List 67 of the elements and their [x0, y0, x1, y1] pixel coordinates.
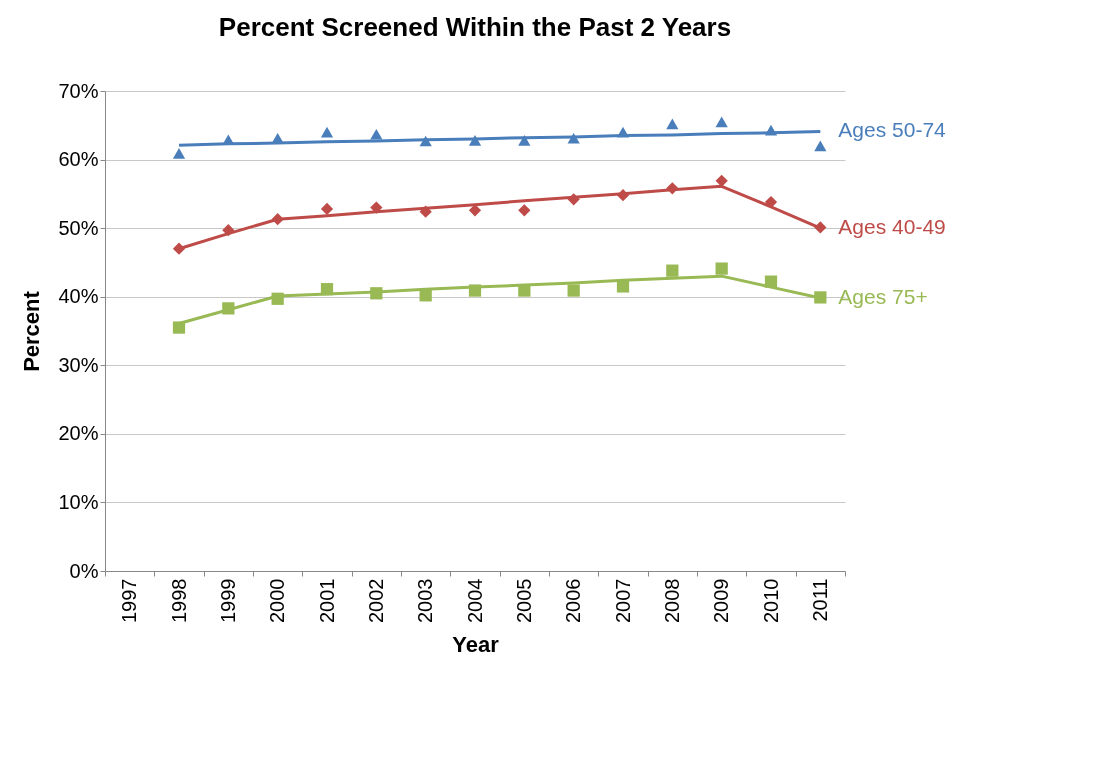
- point: [320, 126, 334, 138]
- point: [616, 280, 630, 293]
- point: [271, 213, 284, 226]
- point: [616, 126, 630, 138]
- x-tick-label: 2004: [463, 578, 486, 623]
- point: [567, 133, 580, 144]
- x-tick-label: 2007: [611, 578, 634, 623]
- y-tick-label: 70%: [58, 79, 99, 102]
- y-tick-label: 0%: [69, 559, 99, 582]
- x-tick-label: 2001: [315, 578, 338, 623]
- y-axis-title: Percent: [19, 290, 45, 372]
- y-tick-label: 50%: [58, 216, 99, 239]
- point: [814, 140, 827, 152]
- x-tick-label: 1998: [167, 578, 190, 623]
- point: [616, 189, 630, 202]
- point: [715, 116, 728, 128]
- point: [666, 182, 679, 195]
- x-tick-label: 2005: [512, 578, 535, 623]
- point: [419, 135, 432, 147]
- point: [370, 287, 383, 300]
- point: [419, 289, 432, 302]
- y-tick-label: 30%: [58, 353, 99, 376]
- point: [715, 174, 728, 187]
- x-tick-label: 2006: [562, 578, 585, 623]
- point: [814, 291, 827, 304]
- series-label: Ages 75+: [838, 285, 928, 309]
- point: [271, 292, 284, 305]
- point: [222, 224, 235, 237]
- point: [567, 284, 580, 297]
- point: [715, 262, 728, 275]
- point: [666, 264, 679, 277]
- x-tick-label: 2000: [266, 578, 289, 623]
- x-tick-label: 2009: [710, 578, 733, 623]
- point: [468, 204, 482, 217]
- point: [419, 205, 432, 218]
- point: [468, 135, 482, 146]
- point: [222, 302, 235, 315]
- x-tick-label: 2011: [808, 578, 831, 622]
- y-tick-label: 10%: [58, 490, 99, 513]
- x-tick-label: 2002: [364, 578, 387, 623]
- y-tick-label: 40%: [58, 285, 99, 308]
- x-tick-label: 2010: [759, 578, 782, 623]
- x-tick-label: 1999: [216, 578, 239, 623]
- x-tick-label: 1997: [118, 578, 141, 623]
- point: [172, 321, 186, 334]
- chart-title: Percent Screened Within the Past 2 Years: [218, 12, 732, 42]
- point: [764, 275, 778, 288]
- x-axis-title: Year: [452, 631, 500, 657]
- y-tick-label: 20%: [58, 422, 99, 445]
- point: [370, 201, 383, 214]
- point: [814, 221, 827, 234]
- point: [518, 135, 531, 146]
- x-tick-label: 2008: [660, 578, 683, 623]
- point: [567, 193, 580, 206]
- point: [518, 204, 531, 217]
- point: [370, 128, 383, 140]
- x-tick-label: 2003: [414, 578, 437, 623]
- point: [320, 202, 334, 216]
- point: [320, 283, 334, 296]
- point: [172, 242, 186, 255]
- series-label: Ages 40-49: [838, 215, 946, 239]
- point: [764, 124, 778, 136]
- point: [666, 118, 679, 130]
- point: [468, 284, 482, 297]
- series-label: Ages 50-74: [838, 118, 947, 142]
- point: [172, 148, 186, 159]
- y-tick-label: 60%: [58, 148, 99, 171]
